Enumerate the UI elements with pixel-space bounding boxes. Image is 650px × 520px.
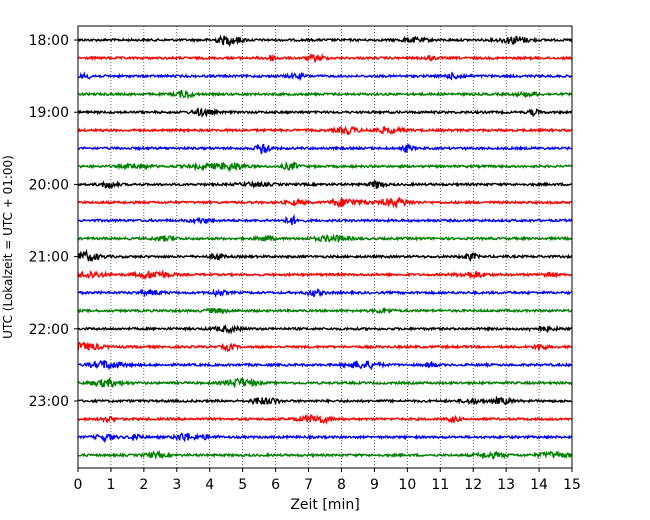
seismogram-trace	[77, 233, 573, 244]
seismogram-trace	[77, 125, 573, 136]
seismogram-trace	[77, 449, 573, 461]
x-tick-label: 8	[337, 477, 346, 493]
x-tick-label: 15	[563, 477, 581, 493]
y-tick-label: 19:00	[29, 105, 69, 121]
x-tick-label: 11	[431, 477, 449, 493]
seismogram-trace	[77, 413, 573, 425]
y-tick-label: 22:00	[29, 322, 69, 338]
seismogram-trace	[77, 107, 573, 118]
seismogram-trace	[77, 248, 573, 263]
y-tick-label: 21:00	[29, 250, 69, 266]
x-axis: 0 1 2 3 4 5 6 7 8 9 10 11 12 13 14 15	[74, 468, 581, 493]
x-tick-label: 9	[370, 477, 379, 493]
seismogram-trace	[77, 89, 573, 100]
trace-series	[77, 34, 573, 461]
seismogram-trace	[77, 288, 573, 298]
seismogram-trace	[77, 161, 573, 173]
seismogram-trace	[77, 341, 573, 353]
y-tick-label: 18:00	[29, 33, 69, 49]
seismogram-trace	[77, 432, 573, 444]
seismogram-trace	[77, 395, 573, 406]
seismogram-trace	[77, 196, 573, 210]
x-tick-label: 13	[497, 477, 515, 493]
x-tick-label: 6	[271, 477, 280, 493]
seismogram-trace	[77, 213, 573, 226]
seismogram-trace	[77, 324, 573, 335]
seismogram-trace	[77, 268, 573, 281]
x-tick-label: 14	[530, 477, 548, 493]
plot-frame	[77, 25, 573, 469]
seismogram-trace	[77, 143, 572, 155]
x-tick-label: 12	[464, 477, 482, 493]
x-tick-label: 10	[398, 477, 416, 493]
x-axis-title: Zeit [min]	[290, 497, 359, 513]
seismogram-trace	[77, 377, 573, 389]
y-tick-label: 20:00	[29, 177, 69, 193]
seismogram-trace	[77, 179, 573, 190]
x-tick-label: 3	[172, 477, 181, 493]
x-tick-label: 1	[106, 477, 115, 493]
x-tick-label: 2	[139, 477, 148, 493]
seismogram-trace	[77, 34, 573, 48]
x-tick-label: 7	[304, 477, 313, 493]
x-tick-label: 0	[74, 477, 83, 493]
y-axis: 18:00 19:00 20:00 21:00 22:00 23:00	[29, 33, 78, 410]
seismogram-trace	[77, 306, 573, 315]
x-tick-label: 4	[205, 477, 214, 493]
seismogram-trace	[77, 359, 573, 372]
x-tick-label: 5	[238, 477, 247, 493]
seismogram-trace	[77, 71, 573, 82]
seismogram-trace	[77, 53, 573, 64]
y-tick-label: 23:00	[29, 394, 69, 410]
y-axis-title: UTC (Lokalzeit = UTC + 01:00)	[1, 155, 15, 339]
